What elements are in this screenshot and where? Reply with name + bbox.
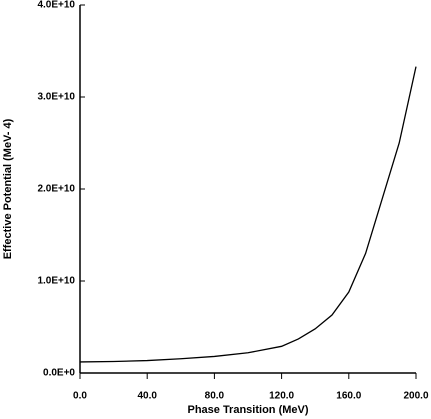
y-tick-label: 0.0E+0: [43, 368, 75, 379]
x-tick-label: 160.0: [336, 391, 361, 402]
x-axis-title: Phase Transition (MeV): [187, 404, 308, 416]
x-tick-label: 200.0: [403, 391, 428, 402]
y-tick-label: 3.0E+10: [37, 92, 75, 103]
y-tick-label: 2.0E+10: [37, 184, 75, 195]
x-tick-label: 120.0: [269, 391, 294, 402]
y-tick-label: 1.0E+10: [37, 276, 75, 287]
y-tick-label: 4.0E+10: [37, 0, 75, 11]
y-axis-title: Effective Potential (MeV- 4): [2, 118, 14, 259]
x-tick-label: 40.0: [137, 391, 157, 402]
x-tick-label: 0.0: [73, 391, 87, 402]
line: [79, 66, 417, 363]
x-tick-label: 80.0: [205, 391, 225, 402]
